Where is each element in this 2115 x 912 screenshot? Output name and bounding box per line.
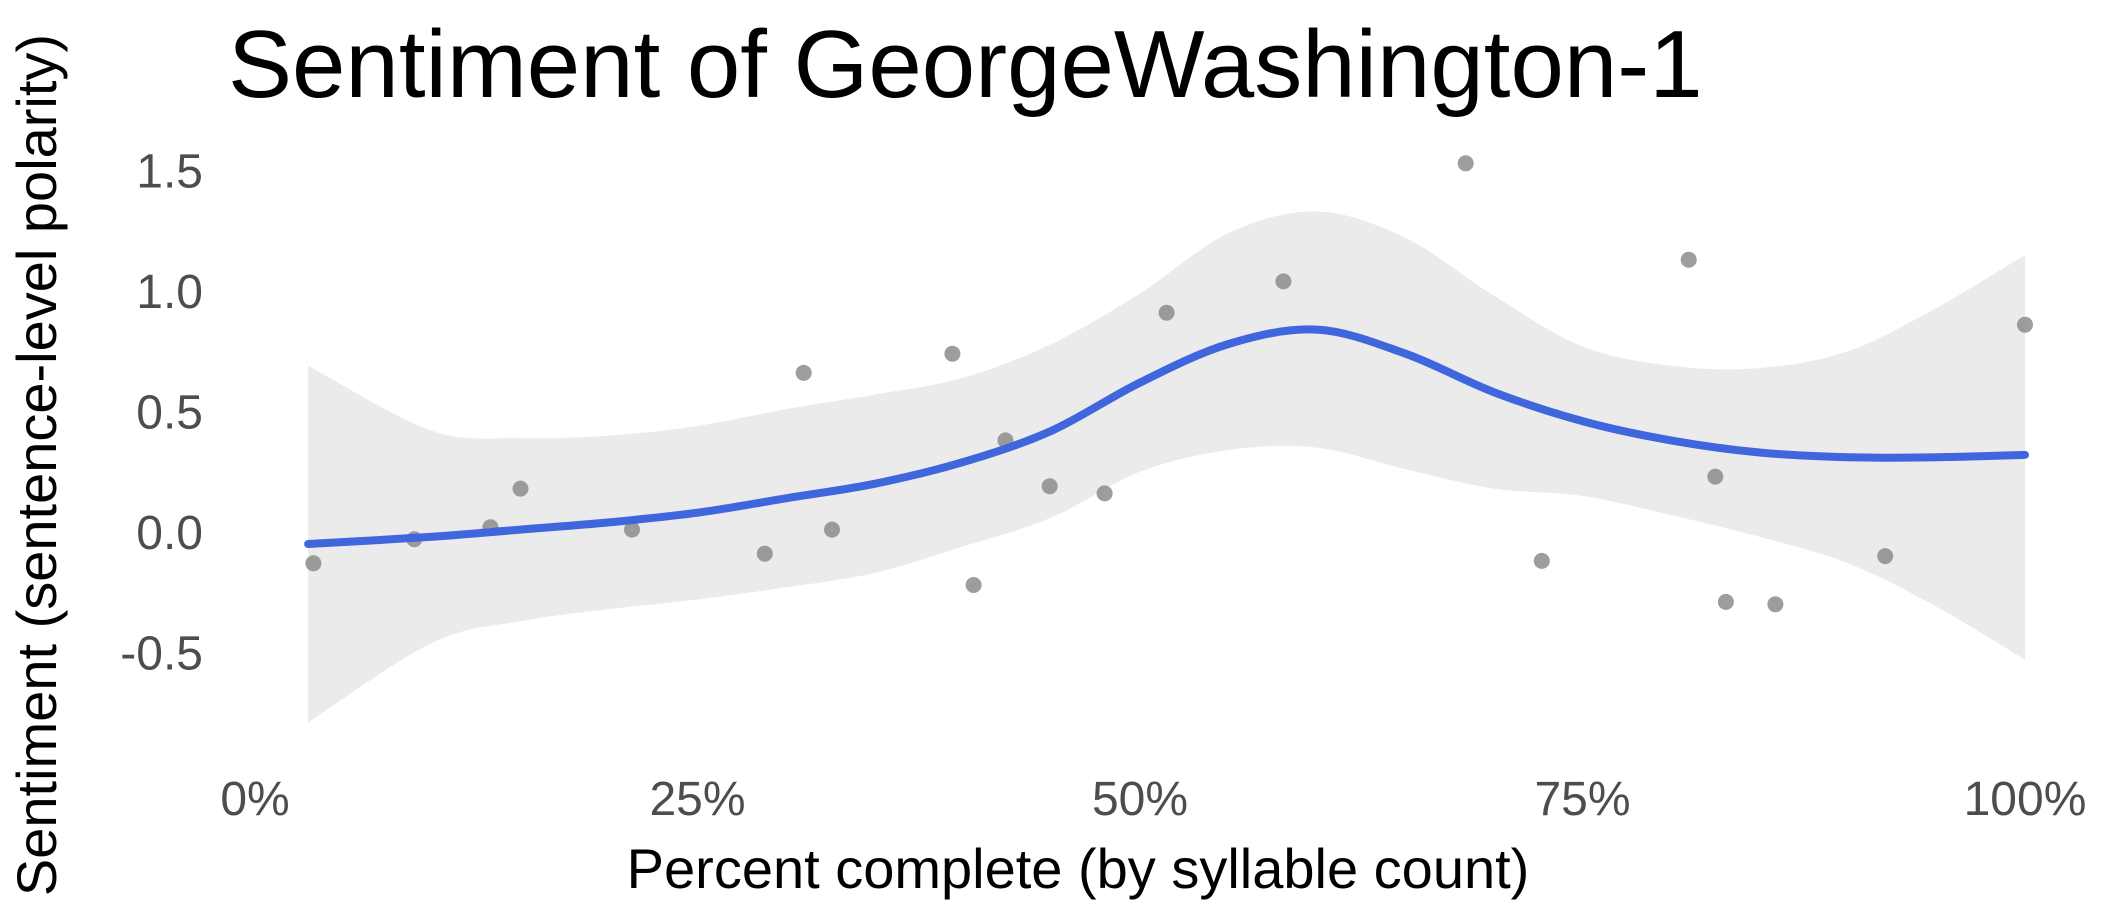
data-point bbox=[1877, 548, 1894, 565]
data-point bbox=[1096, 485, 1113, 502]
data-point bbox=[1041, 478, 1058, 495]
data-point bbox=[1767, 596, 1784, 613]
x-tick-label: 0% bbox=[220, 773, 289, 826]
x-tick-label: 25% bbox=[649, 773, 745, 826]
data-point bbox=[1275, 273, 1292, 290]
data-point bbox=[1158, 304, 1175, 321]
x-axis-title: Percent complete (by syllable count) bbox=[627, 837, 1530, 900]
trend-line bbox=[304, 325, 2029, 548]
y-tick-label: 0.5 bbox=[136, 387, 203, 440]
data-point bbox=[305, 555, 322, 572]
confidence-band bbox=[308, 211, 2026, 723]
data-point bbox=[795, 364, 812, 381]
y-tick-label: 0.0 bbox=[136, 507, 203, 560]
data-point bbox=[2017, 316, 2033, 333]
plot-area bbox=[304, 155, 2033, 723]
data-point bbox=[824, 521, 840, 538]
data-point bbox=[965, 577, 982, 593]
y-tick-label: 1.5 bbox=[136, 146, 203, 199]
y-tick-label: 1.0 bbox=[136, 266, 203, 319]
x-tick-label: 100% bbox=[1964, 773, 2087, 826]
y-tick-label: -0.5 bbox=[120, 628, 203, 681]
data-point bbox=[624, 521, 640, 538]
data-point bbox=[1680, 251, 1697, 268]
data-point bbox=[1533, 552, 1550, 569]
y-axis-title: Sentiment (sentence-level polarity) bbox=[5, 34, 68, 896]
data-point bbox=[944, 345, 961, 362]
chart-title: Sentiment of GeorgeWashington-1 bbox=[228, 11, 1703, 118]
y-axis-ticks: 1.5 1.0 0.5 0.0 -0.5 bbox=[120, 146, 203, 681]
data-point bbox=[512, 480, 529, 497]
x-tick-label: 75% bbox=[1534, 773, 1630, 826]
data-point bbox=[756, 545, 773, 562]
data-point bbox=[1717, 593, 1734, 610]
data-point bbox=[1457, 155, 1474, 172]
x-tick-label: 50% bbox=[1092, 773, 1188, 826]
x-axis-ticks: 0% 25% 50% 75% 100% bbox=[220, 773, 2086, 826]
data-point bbox=[1707, 468, 1724, 485]
